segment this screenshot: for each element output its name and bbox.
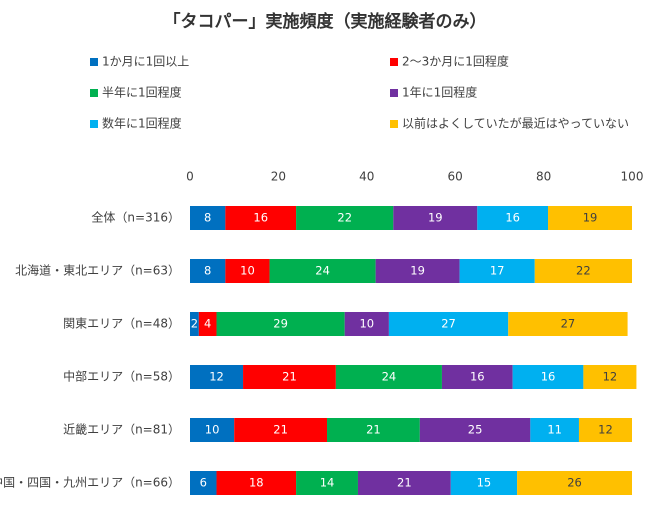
value-label: 16 — [253, 211, 268, 225]
bar-segment — [419, 418, 531, 442]
x-tick-label: 80 — [536, 170, 551, 184]
bar-segment — [190, 365, 244, 389]
bar-segment — [548, 206, 632, 230]
legend-swatch — [390, 58, 398, 66]
value-label: 14 — [320, 476, 335, 490]
legend-label: 1年に1回程度 — [402, 85, 477, 100]
value-label: 18 — [249, 476, 264, 490]
value-label: 4 — [204, 317, 211, 331]
value-label: 19 — [583, 211, 598, 225]
bar-segment — [335, 365, 442, 389]
legend-swatch — [390, 89, 398, 97]
bar-segment — [517, 471, 632, 495]
value-label: 10 — [359, 317, 374, 331]
bar-segment — [190, 206, 226, 230]
value-label: 22 — [576, 264, 591, 278]
value-label: 25 — [468, 423, 483, 437]
y-tick-label: 中部エリア（n=58） — [63, 369, 180, 384]
value-label: 16 — [505, 211, 520, 225]
value-label: 16 — [470, 370, 485, 384]
bar-segment — [190, 259, 226, 283]
legend-label: 2～3か月に1回程度 — [402, 54, 509, 69]
bar-segment — [508, 312, 628, 336]
value-label: 26 — [567, 476, 582, 490]
value-label: 27 — [441, 317, 456, 331]
bar-segment — [344, 312, 389, 336]
value-label: 12 — [209, 370, 224, 384]
bar-segment — [375, 259, 460, 283]
legend-swatch — [90, 58, 98, 66]
legend-swatch — [390, 120, 398, 128]
value-label: 12 — [598, 423, 613, 437]
bar-segment — [477, 206, 549, 230]
bar-segment — [225, 206, 297, 230]
bar-segment — [578, 418, 632, 442]
legend-swatch — [90, 120, 98, 128]
value-label: 24 — [382, 370, 397, 384]
legend-label: 1か月に1回以上 — [102, 55, 189, 69]
value-label: 21 — [282, 370, 297, 384]
bar-segment — [583, 365, 637, 389]
x-tick-label: 100 — [621, 170, 644, 184]
bar-segment — [234, 418, 328, 442]
bar-segment — [269, 259, 376, 283]
legend-swatch — [90, 89, 98, 97]
bar-segment — [225, 259, 270, 283]
value-label: 17 — [490, 264, 505, 278]
value-label: 15 — [477, 476, 492, 490]
bar-segment — [512, 365, 584, 389]
value-label: 6 — [200, 476, 207, 490]
bar-segment — [296, 471, 358, 495]
bar-segment — [190, 418, 235, 442]
value-label: 10 — [205, 423, 220, 437]
bar-segment — [198, 312, 217, 336]
bar-segment — [393, 206, 478, 230]
bar-segment — [190, 471, 217, 495]
bar-segment — [190, 312, 199, 336]
bar-segment — [357, 471, 451, 495]
value-label: 2 — [191, 317, 198, 331]
value-label: 10 — [240, 264, 255, 278]
y-tick-label: 北海道・東北エリア（n=63） — [15, 263, 180, 278]
value-label: 21 — [366, 423, 381, 437]
y-tick-label: 近畿エリア（n=81） — [63, 423, 180, 437]
y-tick-label: 関東エリア（n=48） — [63, 317, 180, 331]
value-label: 21 — [273, 423, 288, 437]
value-label: 12 — [603, 370, 618, 384]
bar-segment — [450, 471, 518, 495]
value-label: 19 — [410, 264, 425, 278]
y-tick-label: 中国・四国・九州エリア（n=66） — [0, 475, 180, 490]
legend-label: 数年に1回程度 — [102, 116, 182, 131]
bar-segment — [388, 312, 509, 336]
value-label: 22 — [337, 211, 352, 225]
legend-label: 以前はよくしていたが最近はやっていない — [402, 116, 629, 131]
value-label: 19 — [428, 211, 443, 225]
value-label: 21 — [397, 476, 412, 490]
bar-segment — [216, 471, 297, 495]
bar-segment — [243, 365, 336, 389]
value-label: 24 — [315, 264, 330, 278]
x-tick-label: 20 — [271, 170, 286, 184]
chart-title: 「タコパー」実施頻度（実施経験者のみ） — [164, 11, 487, 32]
bar-segment — [530, 418, 579, 442]
value-label: 29 — [273, 317, 288, 331]
value-label: 8 — [204, 211, 211, 225]
bar-segment — [216, 312, 345, 336]
x-tick-label: 60 — [448, 170, 463, 184]
value-label: 27 — [561, 317, 576, 331]
x-tick-label: 40 — [359, 170, 374, 184]
x-tick-label: 0 — [186, 170, 194, 184]
value-label: 11 — [547, 423, 562, 437]
bar-segment — [441, 365, 513, 389]
bar-segment — [534, 259, 632, 283]
bar-segment — [327, 418, 420, 442]
bar-segment — [296, 206, 394, 230]
value-label: 16 — [541, 370, 556, 384]
y-tick-label: 全体（n=316） — [91, 210, 180, 225]
legend-label: 半年に1回程度 — [102, 85, 182, 100]
bar-segment — [459, 259, 535, 283]
value-label: 8 — [204, 264, 211, 278]
